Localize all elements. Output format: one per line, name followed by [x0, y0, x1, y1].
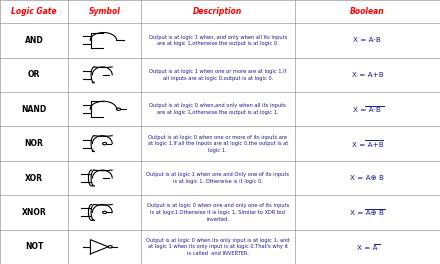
Text: Boolean: Boolean [350, 7, 385, 16]
Text: X = A·B: X = A·B [353, 37, 381, 44]
Text: Output is at logic 0 when,and only when all its inputs
are at logic 1,otherwise : Output is at logic 0 when,and only when … [150, 103, 286, 115]
Text: Output is at logic 1 when, and only when all its inputs
are at logic 1,otherwise: Output is at logic 1 when, and only when… [149, 35, 287, 46]
Text: NOT: NOT [25, 242, 43, 251]
Text: Output is at logic 0 when its only input is at logic 1, and
at logic 1 when its : Output is at logic 0 when its only input… [146, 238, 290, 256]
Text: Output is at logic 0 when one or more of its inputs are
at logic 1.If all the in: Output is at logic 0 when one or more of… [148, 135, 288, 153]
Text: XOR: XOR [25, 173, 43, 182]
Text: X = A⊕ B: X = A⊕ B [350, 175, 385, 181]
Text: X = A⊕ B: X = A⊕ B [350, 210, 385, 216]
Text: Output is at logic 1 when one and Only one of its inputs
is at logic 1. Otherwis: Output is at logic 1 when one and Only o… [147, 172, 290, 184]
Text: Description: Description [193, 7, 242, 16]
Text: Output is at logic 1 when one or more are at logic 1.If
all inputs are at logic : Output is at logic 1 when one or more ar… [149, 69, 286, 81]
Text: NOR: NOR [25, 139, 44, 148]
Text: NAND: NAND [22, 105, 47, 114]
Text: X = A+B: X = A+B [352, 72, 383, 78]
Text: X = A+B: X = A+B [352, 142, 383, 148]
Text: Symbol: Symbol [88, 7, 121, 16]
Text: XNOR: XNOR [22, 208, 47, 217]
Text: OR: OR [28, 70, 40, 79]
Text: X = A: X = A [357, 245, 378, 251]
Text: Logic Gate: Logic Gate [11, 7, 57, 16]
Text: X = A·B: X = A·B [353, 107, 381, 113]
Text: Output is at logic 0 when one and only one of its inputs
is at logic1.Otherwise : Output is at logic 0 when one and only o… [147, 203, 289, 221]
Text: AND: AND [25, 36, 44, 45]
